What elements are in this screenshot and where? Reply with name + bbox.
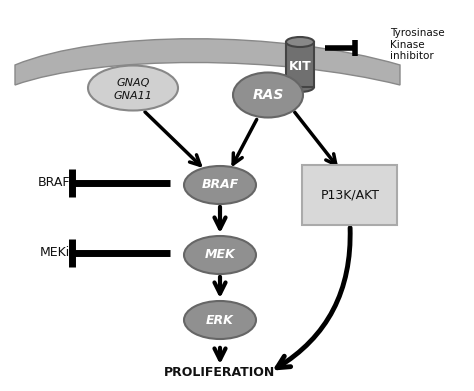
Text: MEK: MEK xyxy=(205,249,235,262)
Ellipse shape xyxy=(286,82,314,92)
Text: KIT: KIT xyxy=(289,60,311,73)
PathPatch shape xyxy=(15,39,400,85)
Text: GNA11: GNA11 xyxy=(114,91,153,101)
Ellipse shape xyxy=(286,37,314,47)
Text: ERK: ERK xyxy=(206,314,234,326)
Ellipse shape xyxy=(184,166,256,204)
Ellipse shape xyxy=(184,236,256,274)
Text: P13K/AKT: P13K/AKT xyxy=(320,188,380,201)
FancyBboxPatch shape xyxy=(302,165,398,225)
Text: BRAFi: BRAFi xyxy=(37,176,73,190)
Text: Tyrosinase
Kinase
inhibitor: Tyrosinase Kinase inhibitor xyxy=(390,28,445,61)
Text: BRAF: BRAF xyxy=(201,179,238,192)
Text: PROLIFERATION: PROLIFERATION xyxy=(164,366,275,378)
Ellipse shape xyxy=(233,72,303,118)
Bar xyxy=(286,42,314,87)
Ellipse shape xyxy=(88,66,178,111)
Text: GNAQ: GNAQ xyxy=(116,78,150,88)
Text: MEKi: MEKi xyxy=(40,246,70,260)
Ellipse shape xyxy=(184,301,256,339)
Text: RAS: RAS xyxy=(252,88,283,102)
